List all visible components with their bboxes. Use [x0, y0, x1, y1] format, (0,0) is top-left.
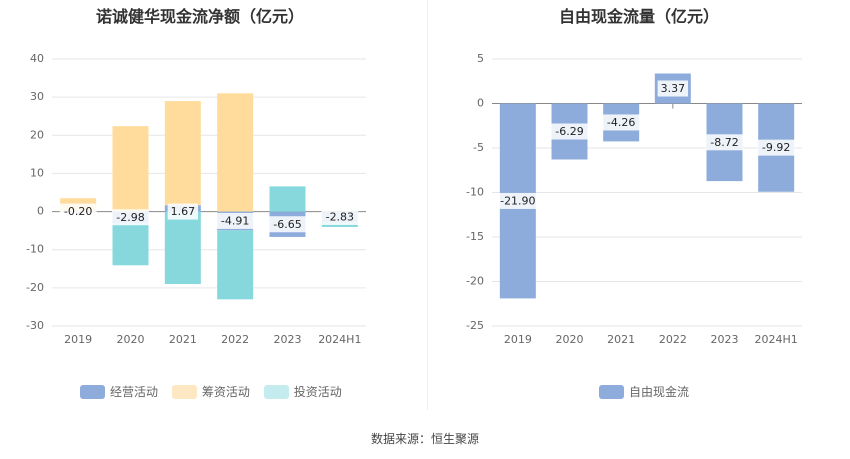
bar-financing-2021 — [164, 101, 201, 206]
data-label-operating-2021: 1.67 — [171, 205, 196, 218]
bar-investing-2023 — [269, 186, 306, 212]
data-source-note: 数据来源：恒生聚源 — [370, 432, 479, 446]
panel-divider — [427, 0, 428, 410]
legend-label-investing: 投资活动 — [293, 385, 342, 399]
data-label-operating-2022: -4.91 — [221, 214, 249, 227]
legend-item-free-cash-flow[interactable]: 自由现金流 — [599, 383, 689, 400]
right-x-tick-label: 2022 — [659, 333, 687, 346]
data-label-free-cash-flow-2021-bg — [602, 114, 640, 131]
left-y-tick-label: 40 — [30, 52, 44, 65]
data-label-free-cash-flow-2024H1: -9.92 — [762, 141, 790, 154]
left-y-tick-label: -30 — [26, 319, 44, 332]
right-y-tick-label: -5 — [473, 141, 484, 154]
bar-financing-2020 — [112, 126, 149, 212]
bar-investing-2021 — [164, 211, 201, 285]
legend-item-financing[interactable]: 筹资活动 — [171, 383, 250, 400]
data-label-operating-2024H1: -2.83 — [326, 210, 354, 223]
right-y-tick-label: -20 — [466, 275, 484, 288]
data-label-free-cash-flow-2022-bg — [657, 80, 689, 97]
data-label-free-cash-flow-2019: -21.90 — [500, 194, 535, 207]
right-y-tick-label: -15 — [466, 230, 484, 243]
data-label-free-cash-flow-2020: -6.29 — [555, 125, 583, 138]
bar-investing-2020 — [112, 222, 149, 266]
right-legend: 自由现金流 — [599, 383, 699, 400]
legend-label-operating: 经营活动 — [110, 385, 159, 399]
right-x-tick-label: 2023 — [711, 333, 739, 346]
data-label-free-cash-flow-2020-bg — [551, 123, 588, 140]
left-y-tick-label: -10 — [26, 243, 44, 256]
left-y-tick-label: 30 — [30, 90, 44, 103]
data-label-operating-2021-bg — [167, 203, 199, 220]
legend-swatch-free-cash-flow — [599, 385, 624, 399]
left-x-tick-label: 2021 — [169, 333, 197, 346]
data-label-operating-2019: -0.20 — [64, 205, 92, 218]
data-label-free-cash-flow-2019-bg — [496, 192, 540, 209]
data-label-operating-2022-bg — [216, 212, 254, 229]
right-x-tick-label: 2019 — [504, 333, 532, 346]
left-y-tick-label: 20 — [30, 128, 44, 141]
data-label-operating-2023-bg — [269, 216, 306, 233]
left-x-tick-label: 2024H1 — [318, 333, 361, 346]
left-y-tick-label: -20 — [26, 281, 44, 294]
left-x-tick-label: 2019 — [64, 333, 92, 346]
data-label-free-cash-flow-2024H1-bg — [757, 139, 795, 156]
data-label-operating-2024H1-bg — [321, 208, 359, 225]
data-label-operating-2019-bg — [59, 203, 97, 220]
data-label-free-cash-flow-2023-bg — [706, 134, 743, 151]
legend-item-operating[interactable]: 经营活动 — [80, 383, 158, 400]
legend-swatch-operating — [80, 385, 105, 399]
right-chart-title: 自由现金流量（亿元） — [558, 7, 719, 26]
legend-label-free-cash-flow: 自由现金流 — [629, 385, 690, 399]
left-x-tick-label: 2023 — [274, 333, 302, 346]
legend-label-financing: 筹资活动 — [201, 385, 250, 399]
right-y-tick-label: 5 — [477, 52, 484, 65]
data-label-operating-2023: -6.65 — [273, 218, 301, 231]
right-x-tick-label: 2024H1 — [755, 333, 798, 346]
data-label-free-cash-flow-2021: -4.26 — [607, 116, 635, 129]
data-label-operating-2020-bg — [112, 209, 149, 226]
data-label-operating-2020: -2.98 — [116, 211, 144, 224]
right-x-tick-label: 2021 — [607, 333, 635, 346]
left-x-tick-label: 2022 — [221, 333, 249, 346]
legend-swatch-investing — [263, 385, 289, 399]
left-x-tick-label: 2020 — [117, 333, 145, 346]
right-x-tick-label: 2020 — [556, 333, 584, 346]
left-chart-title: 诺诚健华现金流净额（亿元） — [95, 7, 304, 26]
legend-item-investing[interactable]: 投资活动 — [263, 383, 342, 400]
left-legend: 经营活动 筹资活动 投资活动 — [80, 383, 352, 400]
right-y-tick-label: -25 — [466, 319, 484, 332]
data-label-free-cash-flow-2023: -8.72 — [710, 136, 738, 149]
right-y-tick-label: -10 — [466, 186, 484, 199]
left-y-tick-label: 10 — [30, 166, 44, 179]
right-y-tick-label: 0 — [477, 97, 484, 110]
left-y-tick-label: 0 — [37, 205, 44, 218]
legend-swatch-financing — [171, 385, 197, 399]
bar-investing-2022 — [217, 230, 254, 300]
data-label-free-cash-flow-2022: 3.37 — [661, 82, 686, 95]
bar-financing-2022 — [217, 93, 254, 212]
